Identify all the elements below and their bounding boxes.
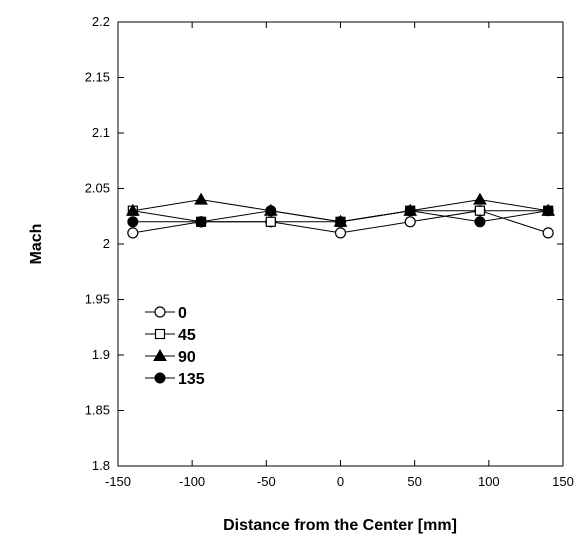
data-point-0 bbox=[543, 228, 553, 238]
x-tick-label: 100 bbox=[478, 474, 500, 489]
data-point-0 bbox=[405, 217, 415, 227]
legend-label: 45 bbox=[178, 327, 196, 344]
data-point-135 bbox=[266, 206, 276, 216]
data-point-0 bbox=[336, 228, 346, 238]
x-tick-label: 150 bbox=[552, 474, 574, 489]
data-point-135 bbox=[196, 217, 206, 227]
legend-label: 135 bbox=[178, 371, 205, 388]
y-tick-label: 1.95 bbox=[85, 292, 110, 307]
x-tick-label: -100 bbox=[179, 474, 205, 489]
data-point-90 bbox=[474, 194, 486, 205]
y-tick-label: 2.1 bbox=[92, 125, 110, 140]
data-point-0 bbox=[128, 228, 138, 238]
data-point-135 bbox=[128, 217, 138, 227]
data-point-135 bbox=[475, 217, 485, 227]
x-tick-label: -50 bbox=[257, 474, 276, 489]
legend-item-0: 0 bbox=[145, 305, 187, 322]
x-tick-label: 50 bbox=[407, 474, 421, 489]
legend-marker bbox=[155, 373, 165, 383]
legend-label: 0 bbox=[178, 305, 187, 322]
legend-marker bbox=[154, 350, 166, 361]
data-point-135 bbox=[336, 217, 346, 227]
data-point-45 bbox=[266, 217, 275, 226]
axis-ticks: -150 -100 -50 0 50 100 150 1.8 1.85 1.9 1.95 2 2.05 2… bbox=[85, 14, 574, 489]
legend-marker bbox=[155, 307, 165, 317]
legend-item-45: 45 bbox=[145, 327, 196, 344]
x-tick-label: -150 bbox=[105, 474, 131, 489]
x-tick-label: 0 bbox=[337, 474, 344, 489]
data-point-135 bbox=[405, 206, 415, 216]
y-tick-label: 1.9 bbox=[92, 347, 110, 362]
y-tick-label: 2.15 bbox=[85, 70, 110, 85]
y-axis-title: Mach bbox=[28, 224, 45, 265]
legend-item-135: 135 bbox=[145, 371, 205, 388]
legend-marker bbox=[156, 330, 165, 339]
data-point-135 bbox=[543, 206, 553, 216]
y-tick-label: 2.2 bbox=[92, 14, 110, 29]
legend: 0 45 90 135 bbox=[145, 305, 205, 388]
legend-item-90: 90 bbox=[145, 349, 196, 366]
y-tick-label: 2.05 bbox=[85, 181, 110, 196]
series-layer bbox=[127, 194, 554, 238]
y-tick-label: 1.85 bbox=[85, 403, 110, 418]
data-point-90 bbox=[195, 194, 207, 205]
y-tick-label: 1.8 bbox=[92, 458, 110, 473]
data-point-45 bbox=[475, 206, 484, 215]
x-axis-title: Distance from the Center [mm] bbox=[223, 517, 457, 534]
plot-area-frame bbox=[118, 22, 563, 466]
y-tick-label: 2 bbox=[103, 236, 110, 251]
legend-label: 90 bbox=[178, 349, 196, 366]
